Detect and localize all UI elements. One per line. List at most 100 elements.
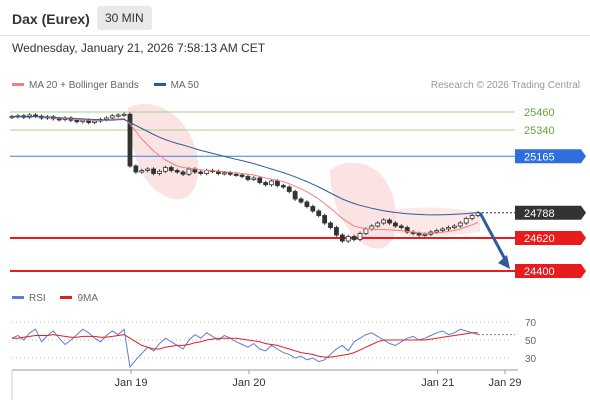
candle-body bbox=[109, 115, 115, 119]
timeframe-button[interactable]: 30 MIN bbox=[97, 6, 152, 30]
chart-header: Dax (Eurex) 30 MIN bbox=[0, 0, 590, 36]
candle-body bbox=[298, 198, 304, 203]
candle-body bbox=[227, 172, 233, 175]
price-level-label: 25165 bbox=[524, 151, 555, 163]
candle-body bbox=[357, 233, 363, 240]
candle-body bbox=[422, 233, 428, 236]
candle-body bbox=[416, 233, 422, 236]
candle-body bbox=[198, 171, 204, 174]
candle-body bbox=[162, 167, 168, 172]
candle-body bbox=[339, 234, 345, 242]
price-level-label: 25460 bbox=[524, 107, 555, 119]
candle-body bbox=[363, 228, 369, 234]
candle-body bbox=[434, 230, 440, 233]
candle-body bbox=[239, 174, 245, 177]
candle-body bbox=[133, 165, 139, 173]
ma20-line bbox=[11, 115, 479, 234]
timestamp: Wednesday, January 21, 2026 7:58:13 AM C… bbox=[12, 41, 266, 55]
candle-body bbox=[398, 225, 404, 228]
price-legend: MA 20 + Bollinger Bands MA 50 bbox=[12, 80, 211, 91]
candle-body bbox=[174, 170, 180, 173]
legend-swatch-ma50 bbox=[153, 82, 166, 86]
x-axis-tick-label: Jan 19 bbox=[114, 377, 147, 389]
rsi-9ma-line bbox=[12, 332, 478, 358]
candle-body bbox=[269, 180, 274, 186]
candle-body bbox=[393, 222, 398, 227]
x-axis-tick-label: Jan 20 bbox=[232, 377, 265, 389]
candle-body bbox=[334, 227, 339, 236]
rsi-tick-label: 30 bbox=[525, 354, 537, 365]
research-credit: Research © 2026 Trading Central bbox=[430, 80, 580, 91]
legend-label-ma20: MA 20 + Bollinger Bands bbox=[29, 80, 139, 91]
legend-item-ma50: MA 50 bbox=[153, 80, 199, 91]
candle-body bbox=[322, 215, 328, 224]
legend-swatch-9ma bbox=[60, 295, 73, 299]
candle-body bbox=[452, 225, 457, 228]
candle-body bbox=[375, 222, 381, 227]
candle-body bbox=[404, 227, 410, 233]
legend-swatch-rsi bbox=[12, 295, 24, 299]
candle-body bbox=[92, 120, 97, 123]
candle-body bbox=[275, 180, 280, 186]
candle-body bbox=[469, 215, 475, 219]
candle-body bbox=[257, 177, 263, 183]
legend-item-rsi: RSI bbox=[12, 293, 46, 304]
candle-body bbox=[286, 186, 292, 192]
bollinger-band-area bbox=[128, 103, 199, 200]
header-divider bbox=[0, 35, 590, 36]
price-level-badge bbox=[515, 149, 586, 164]
price-level-badge bbox=[515, 264, 586, 278]
ma50-line bbox=[12, 116, 479, 216]
price-level-label: 24620 bbox=[524, 233, 555, 245]
candle-body bbox=[381, 219, 387, 224]
candle-body bbox=[369, 225, 375, 230]
legend-item-9ma: 9MA bbox=[60, 293, 98, 304]
rsi-legend: RSI 9MA bbox=[12, 293, 110, 304]
candle-body bbox=[115, 114, 121, 117]
candle-body bbox=[328, 222, 333, 228]
candle-body bbox=[387, 219, 392, 224]
rsi-tick-label: 70 bbox=[525, 318, 537, 329]
price-level-badge bbox=[515, 231, 586, 245]
candle-body bbox=[233, 173, 239, 176]
candle-body bbox=[221, 172, 227, 175]
candle-body bbox=[151, 168, 156, 174]
projection-arrowhead bbox=[498, 255, 510, 269]
price-level-label: 25340 bbox=[524, 125, 555, 137]
candle-body bbox=[80, 119, 86, 123]
projection-arrow bbox=[478, 212, 508, 262]
candle-body bbox=[145, 168, 151, 171]
legend-swatch-ma20 bbox=[12, 82, 24, 86]
candle-body bbox=[186, 168, 192, 175]
price-level-label: 24788 bbox=[524, 208, 555, 220]
candle-body bbox=[251, 177, 257, 180]
candle-body bbox=[168, 167, 174, 171]
candle-body bbox=[440, 228, 446, 231]
instrument-title: Dax (Eurex) bbox=[12, 11, 90, 27]
candle-body bbox=[103, 117, 109, 120]
candle-body bbox=[351, 236, 357, 240]
rsi-line bbox=[11, 328, 479, 369]
candle-body bbox=[121, 113, 127, 116]
candle-body bbox=[263, 182, 269, 186]
candle-body bbox=[157, 170, 162, 174]
legend-label-rsi: RSI bbox=[29, 293, 46, 304]
candle-body bbox=[56, 118, 62, 121]
candle-body bbox=[245, 176, 251, 180]
candle-body bbox=[280, 185, 286, 188]
candle-body bbox=[446, 227, 451, 230]
x-axis-tick-label: Jan 29 bbox=[488, 377, 521, 389]
candle-body bbox=[463, 218, 469, 224]
x-axis-tick-label: Jan 21 bbox=[421, 377, 454, 389]
price-level-badge bbox=[515, 205, 586, 220]
legend-label-ma50: MA 50 bbox=[170, 80, 199, 91]
candle-body bbox=[127, 113, 133, 167]
candle-body bbox=[74, 119, 80, 123]
candle-body bbox=[310, 206, 316, 212]
legend-label-9ma: 9MA bbox=[77, 293, 99, 304]
candle-body bbox=[345, 236, 351, 242]
candle-body bbox=[316, 210, 322, 216]
price-level-label: 24400 bbox=[524, 266, 555, 278]
candle-body bbox=[180, 171, 186, 175]
